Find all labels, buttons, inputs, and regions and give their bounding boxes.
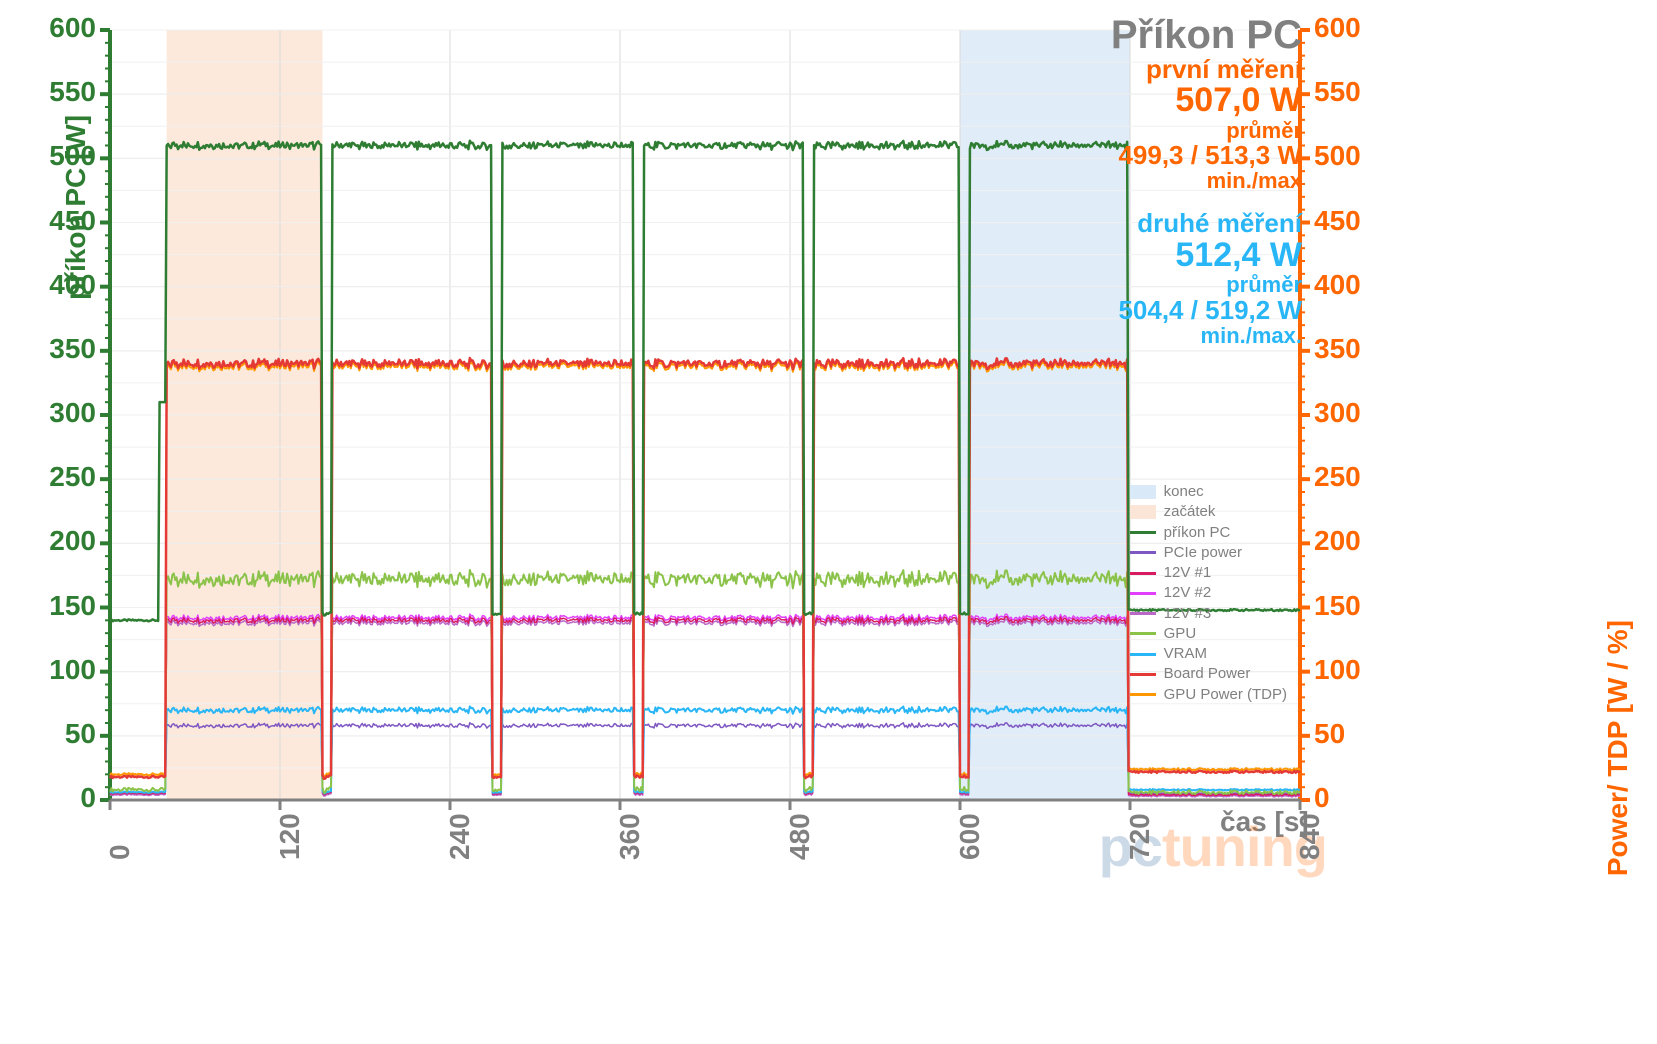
y-tick-left: 300	[49, 397, 96, 429]
legend-swatch	[1130, 572, 1156, 575]
y-tick-right: 550	[1314, 76, 1361, 108]
y-tick-right: 100	[1314, 654, 1361, 686]
x-tick: 120	[274, 813, 306, 860]
chart-title: Příkon PC	[1111, 14, 1302, 56]
legend-item: GPU Power (TDP)	[1130, 685, 1287, 705]
y-tick-left: 50	[65, 718, 96, 750]
chart-svg	[0, 0, 1657, 1044]
legend-label: 12V #1	[1164, 563, 1212, 583]
legend-item: VRAM	[1130, 644, 1287, 664]
legend-label: začátek	[1164, 502, 1216, 522]
legend-item: 12V #2	[1130, 583, 1287, 603]
legend-swatch	[1130, 612, 1156, 615]
legend-swatch	[1130, 505, 1156, 519]
legend-label: GPU Power (TDP)	[1164, 685, 1287, 705]
legend-label: 12V #3	[1164, 604, 1212, 624]
legend-item: začátek	[1130, 502, 1287, 522]
legend-label: Board Power	[1164, 664, 1251, 684]
legend-label: PCIe power	[1164, 543, 1242, 563]
x-tick: 840	[1294, 813, 1326, 860]
y-tick-left: 100	[49, 654, 96, 686]
x-tick: 360	[614, 813, 646, 860]
x-tick: 240	[444, 813, 476, 860]
legend-swatch	[1130, 693, 1156, 696]
y-tick-right: 300	[1314, 397, 1361, 429]
y-tick-right: 50	[1314, 718, 1345, 750]
legend-item: 12V #1	[1130, 563, 1287, 583]
legend-swatch	[1130, 632, 1156, 635]
legend-swatch	[1130, 673, 1156, 676]
y-tick-right: 150	[1314, 590, 1361, 622]
measurement-2-minmax: 504,4 / 519,2 W	[1111, 297, 1302, 324]
x-tick: 480	[784, 813, 816, 860]
y-tick-left: 250	[49, 461, 96, 493]
measurement-1-label: první měření	[1111, 56, 1302, 83]
measurement-2-label: druhé měření	[1111, 210, 1302, 237]
y-tick-left: 150	[49, 590, 96, 622]
y-tick-left: 350	[49, 333, 96, 365]
measurement-2-minmax-caption: min./max.	[1111, 324, 1302, 347]
y-tick-right: 500	[1314, 140, 1361, 172]
measurement-1-minmax: 499,3 / 513,3 W	[1111, 142, 1302, 169]
legend-swatch	[1130, 653, 1156, 656]
legend-label: GPU	[1164, 624, 1197, 644]
legend-label: příkon PC	[1164, 523, 1231, 543]
y-tick-right: 600	[1314, 12, 1361, 44]
x-tick: 600	[954, 813, 986, 860]
legend-swatch	[1130, 485, 1156, 499]
legend-item: GPU	[1130, 624, 1287, 644]
legend-label: konec	[1164, 482, 1204, 502]
measurement-1-avg: 507,0 W	[1111, 83, 1302, 119]
legend-swatch	[1130, 531, 1156, 534]
measurement-1-avg-caption: průměr	[1111, 119, 1302, 142]
legend-label: 12V #2	[1164, 583, 1212, 603]
legend-item: konec	[1130, 482, 1287, 502]
legend: koneczačátekpříkon PCPCIe power12V #112V…	[1130, 482, 1287, 705]
y-tick-right: 400	[1314, 269, 1361, 301]
measurement-2-avg-caption: průměr	[1111, 273, 1302, 296]
x-tick: 0	[104, 844, 136, 860]
y-tick-left: 600	[49, 12, 96, 44]
y-tick-right: 350	[1314, 333, 1361, 365]
y-axis-right-label: Power/ TDP [W / %]	[1602, 620, 1634, 876]
measurement-2-avg: 512,4 W	[1111, 238, 1302, 274]
y-tick-left: 0	[80, 782, 96, 814]
legend-item: příkon PC	[1130, 523, 1287, 543]
legend-item: PCIe power	[1130, 543, 1287, 563]
y-tick-right: 250	[1314, 461, 1361, 493]
x-tick: 720	[1124, 813, 1156, 860]
legend-item: Board Power	[1130, 664, 1287, 684]
y-tick-left: 200	[49, 525, 96, 557]
chart-container: příkon PC [W] Power/ TDP [W / %] Příkon …	[0, 0, 1657, 1044]
y-tick-left: 550	[49, 76, 96, 108]
y-tick-left: 450	[49, 205, 96, 237]
y-tick-right: 450	[1314, 205, 1361, 237]
legend-swatch	[1130, 592, 1156, 595]
y-tick-right: 0	[1314, 782, 1330, 814]
legend-swatch	[1130, 551, 1156, 554]
legend-item: 12V #3	[1130, 604, 1287, 624]
title-block: Příkon PC první měření 507,0 W průměr 49…	[1111, 14, 1302, 347]
y-tick-left: 500	[49, 140, 96, 172]
measurement-1-minmax-caption: min./max	[1111, 169, 1302, 192]
y-tick-left: 400	[49, 269, 96, 301]
legend-label: VRAM	[1164, 644, 1207, 664]
y-tick-right: 200	[1314, 525, 1361, 557]
